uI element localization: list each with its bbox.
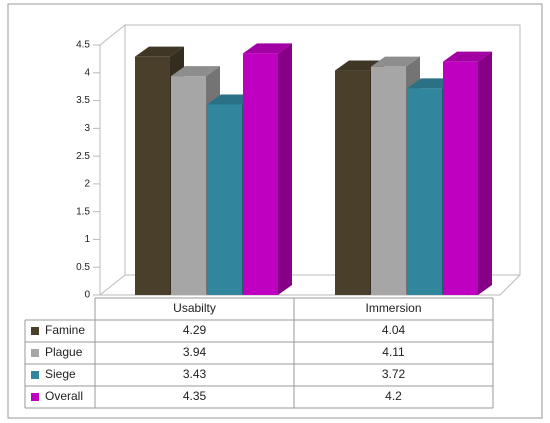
legend-label: Plague bbox=[45, 345, 83, 359]
bar-side bbox=[478, 51, 492, 295]
x-tick-label: Usabilty bbox=[173, 301, 216, 315]
table-value: 4.29 bbox=[183, 323, 207, 337]
legend-swatch bbox=[31, 349, 39, 357]
bar-top bbox=[371, 56, 420, 67]
bar-side bbox=[278, 43, 292, 296]
bar-top bbox=[443, 51, 492, 62]
legend-label: Overall bbox=[45, 389, 83, 403]
bar bbox=[243, 53, 278, 296]
table-value: 3.94 bbox=[183, 345, 207, 359]
bar bbox=[207, 104, 242, 295]
y-tick-label: 1.5 bbox=[76, 206, 90, 217]
legend-swatch bbox=[31, 371, 39, 379]
table-value: 4.2 bbox=[385, 389, 402, 403]
legend-swatch bbox=[31, 393, 39, 401]
table-value: 3.43 bbox=[183, 367, 207, 381]
y-tick-label: 3 bbox=[84, 123, 90, 134]
table-value: 4.35 bbox=[183, 389, 207, 403]
y-tick-label: 2 bbox=[84, 179, 90, 190]
y-tick-label: 0 bbox=[84, 290, 90, 301]
bar bbox=[171, 76, 206, 295]
bar bbox=[371, 66, 406, 296]
y-tick-label: 4.5 bbox=[76, 40, 90, 51]
bar bbox=[443, 61, 478, 295]
bar-top bbox=[243, 43, 292, 54]
legend-label: Siege bbox=[45, 367, 76, 381]
table-value: 4.04 bbox=[382, 323, 406, 337]
bar bbox=[335, 70, 370, 295]
y-tick-label: 0.5 bbox=[76, 262, 90, 273]
floor-edge bbox=[99, 274, 126, 296]
table-value: 3.72 bbox=[382, 367, 406, 381]
legend-label: Famine bbox=[45, 323, 85, 337]
table-value: 4.11 bbox=[382, 345, 405, 359]
y-tick-label: 2.5 bbox=[76, 151, 90, 162]
y-tick-label: 3.5 bbox=[76, 95, 90, 106]
x-tick-label: Immersion bbox=[365, 301, 421, 315]
bar bbox=[135, 56, 170, 295]
y-tick-label: 1 bbox=[84, 234, 90, 245]
y-tick-label: 4 bbox=[84, 67, 90, 78]
bar-top bbox=[135, 46, 184, 57]
bar-top bbox=[171, 66, 220, 77]
bar bbox=[407, 88, 442, 295]
legend-swatch bbox=[31, 327, 39, 335]
